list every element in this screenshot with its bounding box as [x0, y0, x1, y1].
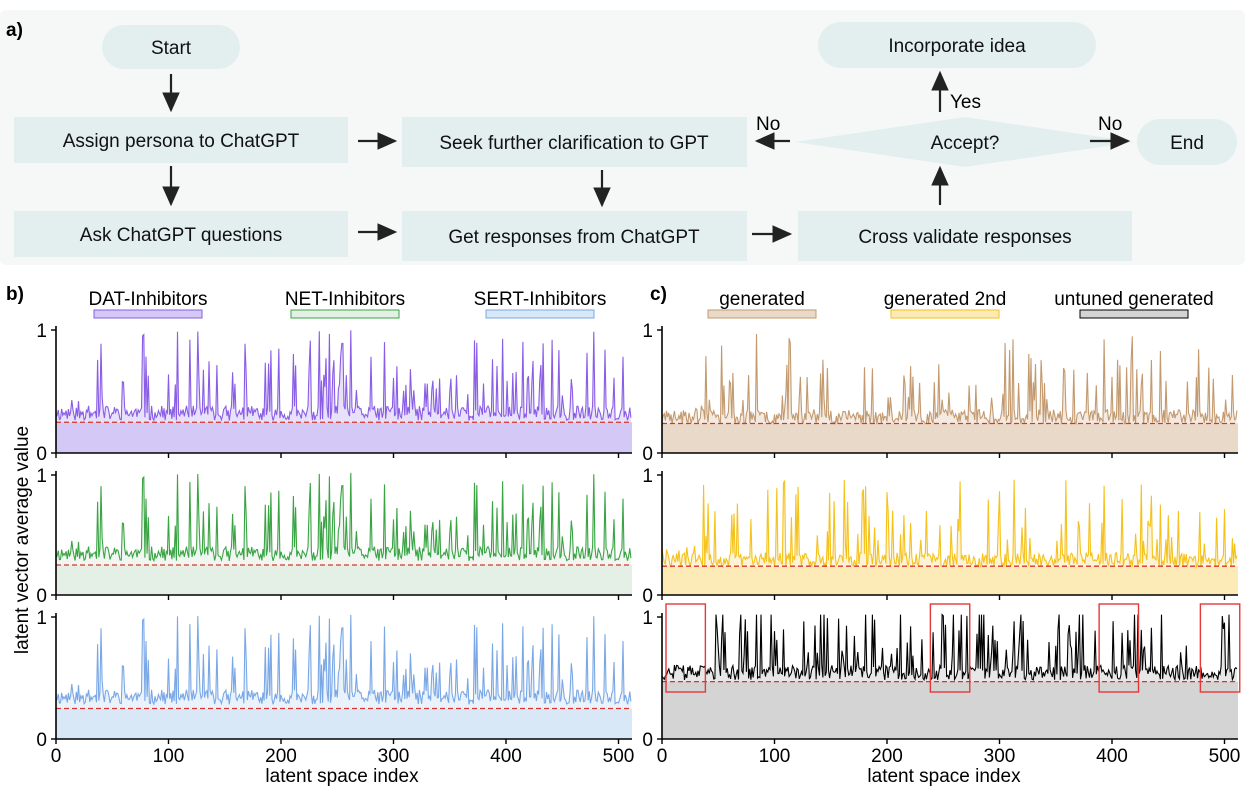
y-tick-label: 0 — [642, 586, 653, 607]
x-tick-label: 300 — [984, 746, 1016, 767]
legend-entry: untuned generated — [1054, 289, 1214, 319]
end-node — [1137, 119, 1237, 165]
get-node — [402, 211, 747, 261]
x-tick-label: 100 — [153, 746, 185, 767]
x-axis-label-c: latent space index — [867, 766, 1021, 787]
x-tick-label: 100 — [759, 746, 791, 767]
y-tick-label: 0 — [36, 586, 47, 607]
x-tick-label: 200 — [265, 746, 297, 767]
assign-label: Assign persona to ChatGPT — [63, 131, 300, 152]
legend-swatch — [93, 309, 203, 319]
x-tick-label: 0 — [657, 746, 668, 767]
x-axis-label-b: latent space index — [265, 766, 419, 787]
legend-label: generated 2nd — [884, 289, 1007, 310]
series-line — [55, 330, 632, 422]
legend-label: SERT-Inhibitors — [474, 289, 607, 310]
panel-b-label: b) — [6, 284, 24, 305]
y-tick-label: 1 — [642, 321, 653, 342]
incorporate-label: Incorporate idea — [888, 36, 1026, 57]
chart-b-1: 01 — [36, 466, 632, 607]
chart-c-2: 0 1 0 100 200 300 400 500 — [642, 603, 1241, 767]
x-tick-label: 400 — [490, 746, 522, 767]
no-left-label: No — [756, 114, 780, 135]
panel-a-label: a) — [6, 20, 23, 41]
series-area — [662, 334, 1237, 453]
legend-swatch — [290, 309, 400, 319]
legend-entry: generated 2nd — [884, 289, 1007, 319]
legend-label: NET-Inhibitors — [285, 289, 405, 310]
x-tick-label: 500 — [1209, 746, 1241, 767]
y-tick-label: 1 — [36, 466, 47, 487]
y-tick-label: 0 — [36, 730, 47, 751]
x-tick-label: 400 — [1096, 746, 1128, 767]
highlight-box — [1199, 603, 1241, 693]
y-tick-label: 0 — [642, 444, 653, 465]
ask-label: Ask ChatGPT questions — [80, 225, 282, 246]
accept-label: Accept? — [931, 133, 1000, 154]
flowchart: Start Assign persona to ChatGPT Ask Chat… — [14, 22, 1237, 261]
chart-c-1: 01 — [642, 466, 1238, 607]
legend-entry: DAT-Inhibitors — [89, 289, 208, 319]
y-tick-label: 0 — [642, 730, 653, 751]
chart-c-0: 01 — [642, 321, 1238, 465]
ask-node — [14, 211, 348, 257]
assign-node — [14, 117, 348, 163]
x-tick-label: 300 — [378, 746, 410, 767]
x-tick-label: 0 — [51, 746, 62, 767]
highlight-box — [929, 603, 971, 693]
yes-label: Yes — [950, 92, 981, 113]
legend-swatch — [1079, 309, 1189, 319]
end-label: End — [1170, 133, 1204, 154]
y-tick-label: 1 — [642, 608, 653, 629]
y-tick-label: 1 — [642, 466, 653, 487]
start-node — [102, 25, 240, 69]
highlight-box — [1098, 603, 1140, 693]
legend-entry: NET-Inhibitors — [285, 289, 405, 319]
no-right-label: No — [1098, 114, 1122, 135]
cross-node — [798, 211, 1132, 261]
panel-c-label: c) — [650, 284, 667, 305]
chart-b-2: 0 1 0 100 200 300 400 500 — [36, 608, 634, 767]
series-line — [661, 333, 1238, 426]
legend-label: untuned generated — [1054, 289, 1214, 310]
series-area — [662, 479, 1237, 595]
series-line — [661, 479, 1238, 569]
seek-node — [402, 117, 747, 167]
legend-entry: SERT-Inhibitors — [474, 289, 607, 319]
highlight-box — [665, 603, 707, 693]
x-tick-label: 500 — [603, 746, 635, 767]
legend-label: DAT-Inhibitors — [89, 289, 208, 310]
legend-swatch — [890, 309, 1000, 319]
legend-swatch — [707, 309, 817, 319]
start-label: Start — [151, 38, 192, 59]
legend-swatch — [485, 309, 595, 319]
accept-decision — [795, 117, 1135, 167]
x-tick-label: 200 — [871, 746, 903, 767]
y-tick-label: 1 — [36, 608, 47, 629]
y-axis-label: latent vector average value — [12, 426, 33, 654]
y-tick-label: 0 — [36, 444, 47, 465]
legend-entry: generated — [707, 289, 817, 319]
series-line — [55, 614, 632, 706]
series-line — [661, 613, 1238, 682]
legend-label: generated — [719, 289, 805, 310]
get-label: Get responses from ChatGPT — [448, 227, 700, 248]
series-line — [55, 472, 632, 563]
y-tick-label: 1 — [36, 321, 47, 342]
cross-label: Cross validate responses — [858, 227, 1071, 248]
chart-b-0: 01 — [36, 321, 632, 465]
incorporate-node — [818, 22, 1096, 68]
seek-label: Seek further clarification to GPT — [439, 133, 709, 154]
